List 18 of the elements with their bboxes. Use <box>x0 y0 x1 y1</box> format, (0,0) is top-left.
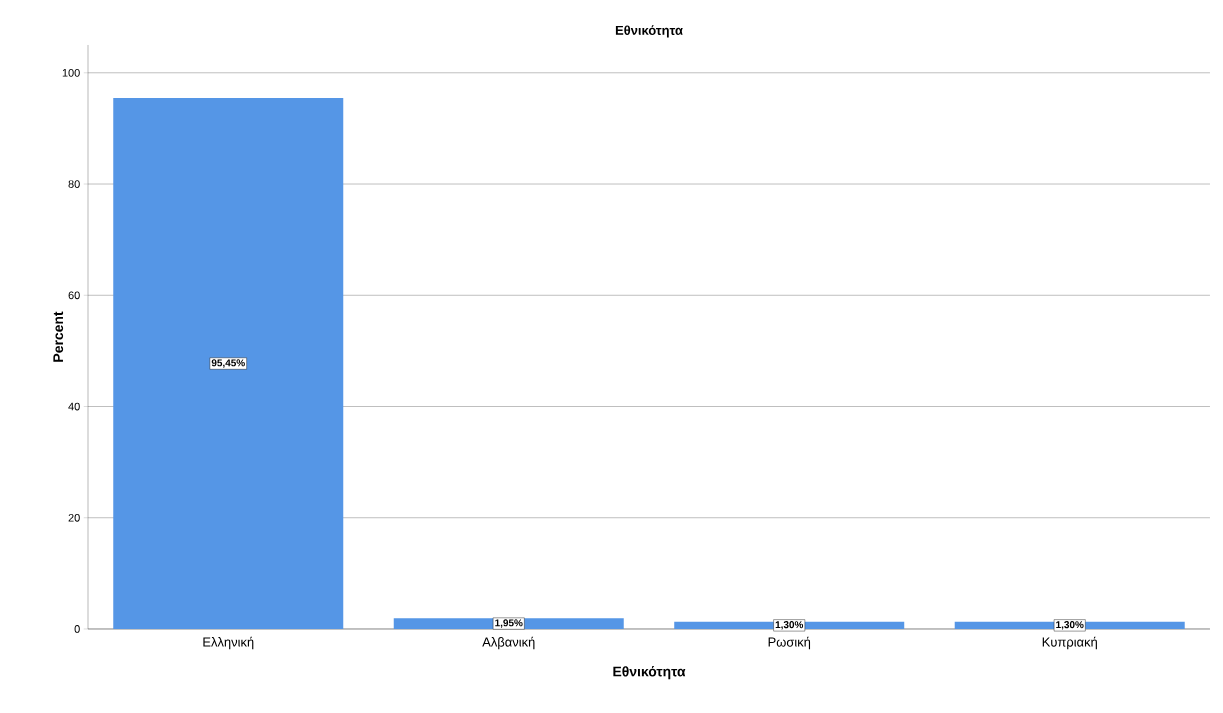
x-tick-label: Κυπριακή <box>1042 636 1097 650</box>
bar <box>113 98 344 629</box>
data-label: 1,30% <box>775 621 804 630</box>
y-tick-label: 100 <box>62 68 80 77</box>
y-tick-label: 20 <box>68 513 80 522</box>
x-tick-label: Ελληνική <box>203 636 254 650</box>
x-tick-label: Ρωσική <box>768 636 811 650</box>
chart-title: Εθνικότητα <box>615 25 683 38</box>
x-tick-label: Αλβανική <box>482 636 535 650</box>
data-label: 1,95% <box>495 619 523 628</box>
y-tick-label: 60 <box>68 291 80 300</box>
y-tick-label: 40 <box>68 402 80 411</box>
data-label: 95,45% <box>211 359 245 368</box>
y-axis-title: Percent <box>53 311 64 362</box>
data-label: 1,30% <box>1056 621 1084 630</box>
y-tick-label: 0 <box>74 625 80 633</box>
y-tick-label: 80 <box>68 180 80 188</box>
x-axis-title: Εθνικότητα <box>613 666 686 680</box>
